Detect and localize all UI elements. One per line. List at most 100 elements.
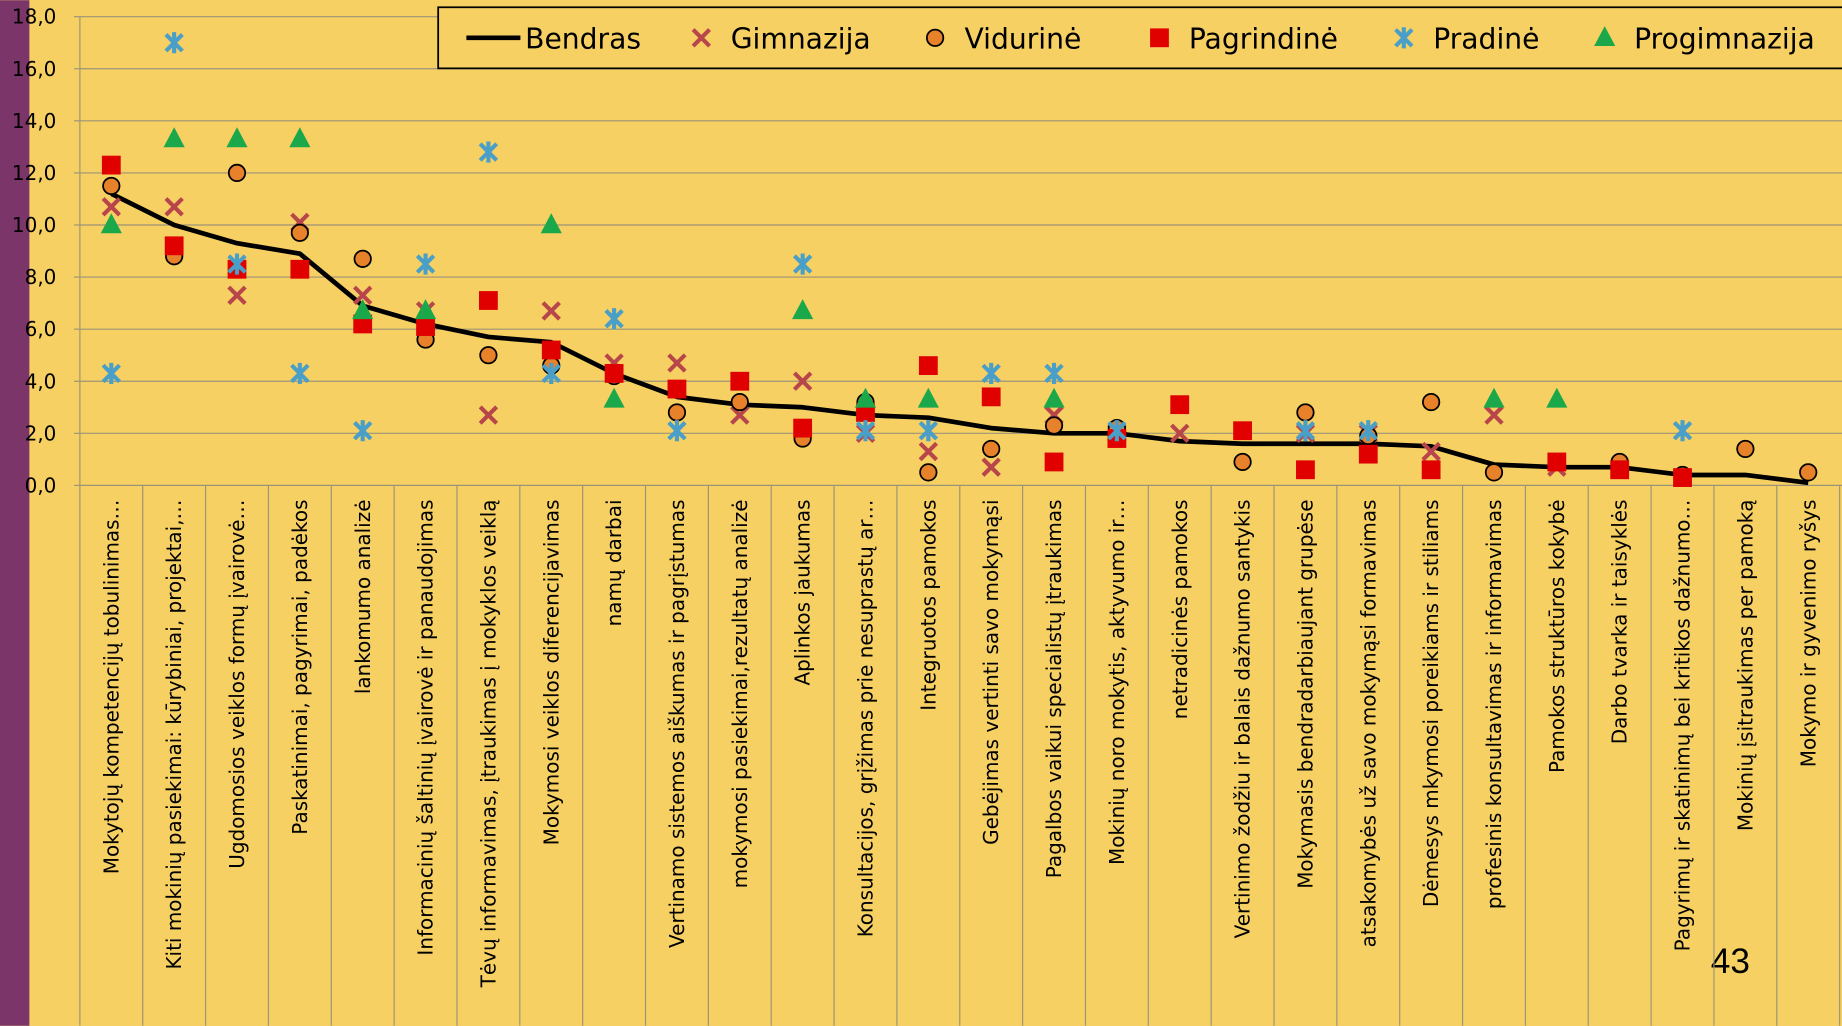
y-tick-label: 18,0 [12, 5, 56, 29]
marker-star [101, 362, 121, 384]
marker-x [918, 441, 939, 462]
marker-square [1233, 421, 1252, 441]
x-tick-label: Dėmesys mkymosi poreikiams ir stiliams [1419, 499, 1443, 907]
x-tick-label: Tėvų informavimas, įtraukimas į mokyklos… [476, 499, 500, 988]
marker-star [667, 420, 687, 442]
y-tick-label: 12,0 [12, 161, 56, 185]
marker-star [1044, 362, 1064, 384]
marker-square [164, 236, 184, 256]
line-series [110, 191, 1809, 486]
marker-circle [227, 163, 247, 183]
y-tick-label: 16,0 [12, 57, 56, 81]
legend-box [437, 6, 1842, 70]
y-tick-label: 6,0 [25, 317, 57, 341]
marker-triangle [917, 387, 939, 408]
marker-circle [667, 403, 687, 422]
marker-circle [1422, 392, 1441, 412]
marker-x [164, 197, 184, 217]
marker-circle [925, 28, 945, 47]
x-tick-label: netradicinės pamokos [1168, 499, 1192, 719]
marker-triangle [1594, 26, 1616, 47]
marker-x [227, 285, 247, 305]
marker-square [101, 155, 121, 175]
legend-label: Pradinė [1433, 22, 1539, 55]
marker-square [353, 314, 373, 334]
marker-star [227, 253, 247, 275]
marker-triangle [1043, 387, 1065, 408]
marker-square [479, 291, 498, 310]
marker-star [353, 420, 373, 442]
marker-circle [1799, 463, 1818, 482]
y-tick-label: 14,0 [12, 109, 56, 133]
marker-x [101, 197, 121, 217]
marker-triangle [414, 299, 437, 320]
y-tick-label: 4,0 [25, 369, 57, 393]
marker-circle [1233, 452, 1252, 472]
marker-triangle [289, 127, 311, 148]
marker-triangle [163, 127, 185, 148]
marker-square [1170, 395, 1190, 415]
marker-square [1044, 452, 1064, 472]
side-strip [0, 0, 30, 1026]
marker-x [353, 285, 373, 305]
marker-star [918, 420, 939, 442]
marker-star [792, 253, 813, 275]
marker-x [667, 353, 687, 373]
marker-circle [1484, 463, 1504, 482]
x-tick-label: Darbo tvarka ir taisyklės [1608, 499, 1632, 744]
marker-square [856, 403, 875, 422]
marker-star [1107, 420, 1127, 442]
marker-square [1610, 460, 1630, 480]
x-tick-label: Pagalbos vaikui specialistų įtraukimas [1042, 499, 1066, 878]
legend-label: Vidurinė [964, 22, 1081, 55]
marker-x [981, 457, 1001, 477]
legend-label: Gimnazija [731, 22, 871, 55]
legend-label: Progimnazija [1634, 22, 1815, 55]
marker-star [1394, 27, 1414, 49]
x-tick-label: Informacinių šaltinių įvairovė ir panaud… [414, 499, 438, 955]
x-tick-label: lankomumo analizė [351, 499, 375, 694]
marker-circle [479, 346, 498, 365]
y-tick-label: 10,0 [12, 213, 56, 237]
legend-label: Bendras [525, 22, 641, 55]
x-tick-label: mokymosi pasiekimai,rezultatų analizė [728, 499, 752, 888]
marker-triangle [100, 213, 122, 234]
marker-star [604, 308, 624, 330]
marker-square [730, 371, 750, 391]
marker-x [1170, 423, 1190, 443]
marker-x [792, 371, 813, 391]
x-tick-label: Mokinių noro mokytis, aktyvumo ir… [1105, 499, 1129, 864]
marker-star [415, 253, 436, 275]
x-tick-label: profesinis konsultavimas ir informavimas [1482, 499, 1506, 909]
marker-x [730, 405, 750, 425]
x-tick-label: Gebėjimas vertinti savo mokymąsi [979, 499, 1003, 844]
marker-square [1358, 444, 1378, 464]
marker-star [855, 420, 876, 442]
marker-square [541, 340, 561, 360]
x-tick-label: Mokymasis bendradarbiaujant grupėse [1293, 499, 1317, 888]
x-tick-label: Mokytojų kompetencijų tobulinimas… [99, 499, 123, 874]
marker-circle [353, 249, 372, 268]
x-tick-label: atsakomybės už savo mokymąsi formavimas [1356, 499, 1380, 947]
marker-square [604, 364, 624, 383]
marker-triangle [854, 387, 877, 408]
marker-triangle [792, 299, 814, 320]
marker-star [541, 362, 561, 384]
x-tick-label: Pagyrimų ir skatinimų bei kritikos dažnu… [1671, 499, 1695, 951]
y-tick-label: 0,0 [25, 473, 57, 497]
marker-square [667, 379, 687, 399]
y-tick-label: 2,0 [25, 421, 57, 445]
marker-star [981, 362, 1001, 384]
x-tick-label: Mokymosi veiklos diferencijavimas [539, 499, 563, 845]
x-tick-label: namų darbai [602, 499, 626, 626]
x-tick-label: Ugdomosios veiklos formų įvairovė… [225, 499, 249, 868]
marker-circle [1044, 416, 1064, 435]
x-tick-label: Mokinių įsitraukimas per pamoką [1733, 499, 1757, 831]
y-tick-label: 8,0 [25, 265, 57, 289]
legend-label: Pagrindinė [1189, 22, 1338, 55]
marker-star [478, 141, 499, 163]
marker-square [1421, 460, 1441, 480]
marker-circle [919, 463, 938, 482]
